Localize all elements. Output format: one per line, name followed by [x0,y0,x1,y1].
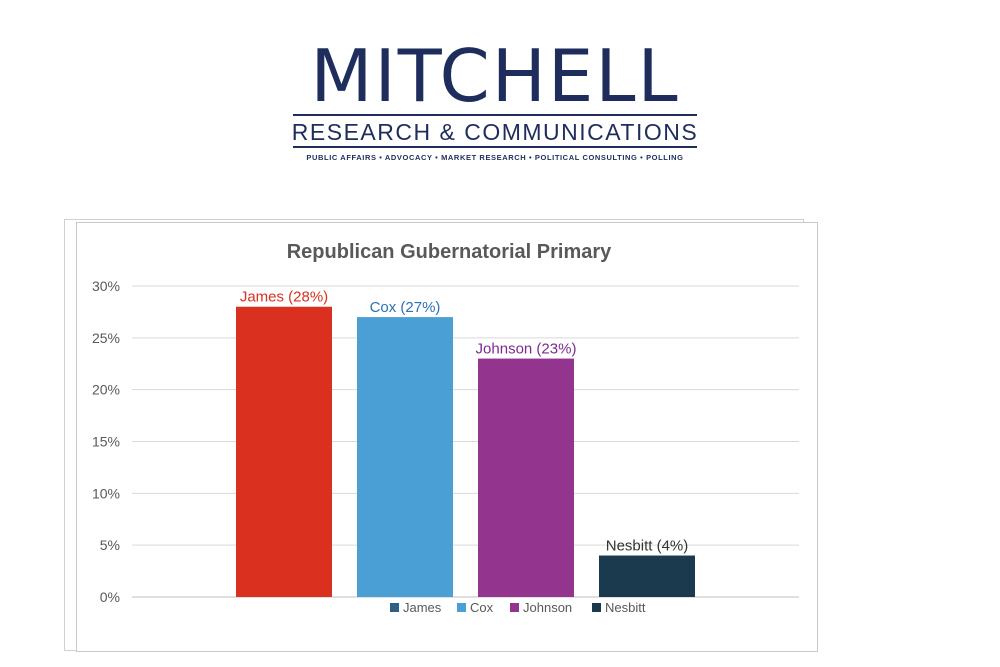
logo-rule-bottom [293,146,697,148]
logo: MITCHELL RESEARCH & COMMUNICATIONS PUBLI… [290,40,700,170]
bar-johnson [478,358,574,597]
legend-swatch-nesbitt [592,603,601,612]
legend-label-nesbitt: Nesbitt [605,600,646,615]
chart-frame: Republican Gubernatorial Primary 0% 5% 10%… [76,222,818,652]
bar-layer [236,306,695,597]
bar-chart: Republican Gubernatorial Primary 0% 5% 10%… [92,241,799,615]
legend-swatch-cox [457,603,466,612]
y-tick-label: 15% [92,434,120,450]
bar-cox [357,317,453,597]
data-label-nesbitt: Nesbitt (4%) [606,538,689,555]
data-label-layer: James (28%) Cox (27%) Johnson (23%) Nesbitt… [240,289,688,555]
y-tick-label: 10% [92,485,120,501]
legend-swatch-johnson [510,603,519,612]
y-tick-label: 25% [92,330,120,346]
legend-label-johnson: Johnson [523,600,572,615]
logo-name: MITCHELL [310,34,680,118]
data-label-johnson: Johnson (23%) [476,341,577,358]
y-tick-label: 20% [92,382,120,398]
logo-rule-top [293,114,697,116]
y-tick-label: 5% [100,537,120,553]
y-tick-label: 30% [92,278,120,294]
bar-nesbitt [599,555,695,597]
data-label-james: James (28%) [240,289,328,306]
y-tick-label: 0% [100,589,120,605]
legend-label-cox: Cox [470,600,494,615]
legend-swatch-james [390,603,399,612]
chart-title: Republican Gubernatorial Primary [287,241,612,263]
logo-subtitle: RESEARCH & COMMUNICATIONS [291,119,699,145]
logo-tagline: PUBLIC AFFAIRS • ADVOCACY • MARKET RESEA… [306,153,684,162]
legend: James Cox Johnson Nesbitt [390,600,646,615]
legend-label-james: James [403,600,442,615]
data-label-cox: Cox (27%) [370,299,441,316]
bar-james [236,306,332,597]
